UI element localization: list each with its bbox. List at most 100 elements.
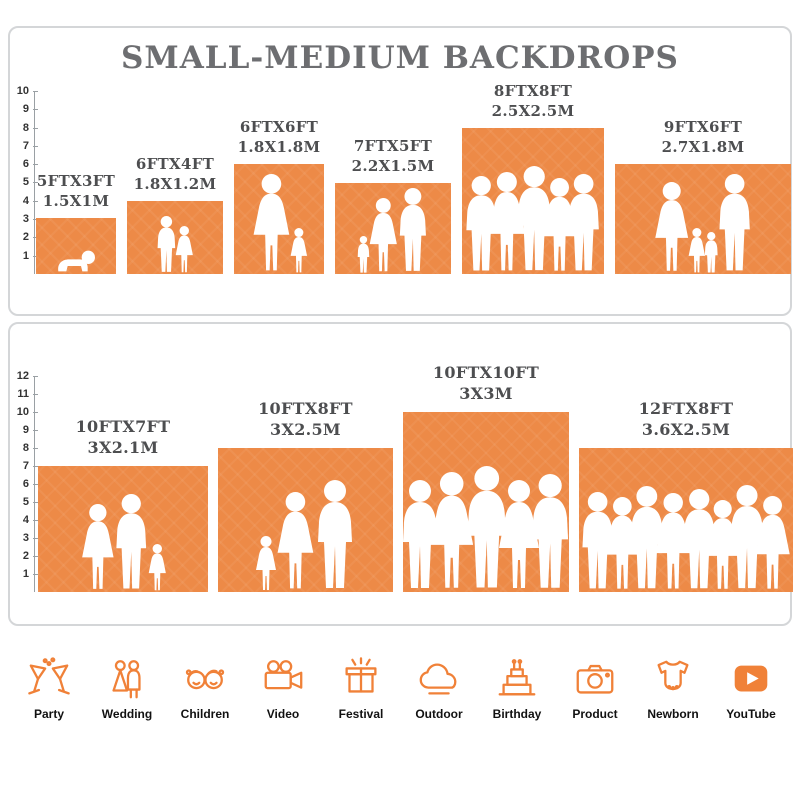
wedding-couple-icon (90, 656, 164, 702)
person-silhouette (112, 494, 151, 592)
person-silhouette (752, 496, 793, 592)
size-m: 1.8X1.8M (237, 137, 321, 156)
backdrop-9x6: 9FTX6FT 2.7X1.8M (615, 118, 791, 274)
category-label: Video (266, 707, 300, 721)
feet-ruler-top: 10 9 8 7 6 5 4 3 2 1 (14, 85, 38, 274)
gift-icon (324, 656, 398, 702)
backdrop-rect (234, 164, 324, 274)
category-row: Party Wedding Children (12, 656, 788, 721)
ruler-tick: 5 (14, 496, 38, 514)
cloud-icon (402, 656, 476, 702)
ruler-tick: 3 (14, 213, 38, 231)
children-faces-icon (168, 656, 242, 702)
backdrop-size-label: 9FTX6FT 2.7X1.8M (662, 118, 745, 157)
backdrop-5x3: 5FTX3FT 1.5X1M (36, 172, 116, 274)
category-children: Children (168, 656, 242, 721)
size-ft: 9FTX6FT (663, 118, 743, 136)
backdrop-10x10: 10FTX10FT 3X3M (403, 363, 569, 592)
category-label: Children (180, 707, 230, 721)
cake-icon (480, 656, 554, 702)
backdrop-size-label: 6FTX6FT 1.8X1.8M (238, 118, 321, 157)
size-m: 3.6X2.5M (641, 420, 731, 440)
video-camera-icon (246, 656, 320, 702)
backdrop-10x7: 10FTX7FT 3X2.1M (38, 417, 208, 592)
person-silhouette (715, 174, 754, 274)
ruler-tick: 8 (14, 442, 38, 460)
backdrop-size-label: 8FTX8FT 2.5X2.5M (492, 82, 575, 121)
child-silhouette (289, 228, 309, 274)
ruler-tick: 6 (14, 158, 38, 176)
ruler-tick: 7 (14, 460, 38, 478)
size-ft: 10FTX10FT (432, 363, 540, 383)
ruler-tick: 7 (14, 140, 38, 158)
backdrop-size-label: 10FTX7FT 3X2.1M (76, 417, 171, 459)
backdrop-rect (335, 183, 451, 274)
category-video: Video (246, 656, 320, 721)
person-silhouette (527, 474, 569, 592)
category-label: Party (33, 707, 65, 721)
size-m: 2.7X1.8M (661, 137, 745, 156)
ruler-tick: 4 (14, 195, 38, 213)
size-ft: 12FTX8FT (638, 399, 734, 419)
ruler-tick: 2 (14, 550, 38, 568)
category-label: Wedding (101, 707, 153, 721)
size-ft: 6FTX4FT (135, 155, 215, 173)
child-silhouette (147, 544, 168, 592)
party-icon (12, 656, 86, 702)
ruler-tick: 4 (14, 514, 38, 532)
backdrop-rect (615, 164, 791, 274)
backdrop-10x8: 10FTX8FT 3X2.5M (218, 399, 393, 592)
size-ft: 7FTX5FT (353, 137, 433, 155)
backdrop-8x8: 8FTX8FT 2.5X2.5M (462, 82, 604, 274)
backdrop-size-label: 12FTX8FT 3.6X2.5M (639, 399, 734, 441)
ruler-tick: 12 (14, 370, 38, 388)
backdrop-rect (462, 128, 604, 274)
size-m: 3X3M (459, 384, 513, 404)
ruler-tick: 9 (14, 103, 38, 121)
size-ft: 10FTX8FT (258, 399, 353, 419)
size-m: 3X2.5M (270, 420, 341, 440)
category-label: Birthday (492, 707, 542, 721)
size-m: 2.2X1.5M (351, 156, 435, 175)
youtube-play-icon (714, 656, 788, 702)
backdrop-size-label: 6FTX4FT 1.8X1.2M (134, 155, 217, 194)
backdrop-rect (38, 466, 208, 592)
category-youtube: YouTube (714, 656, 788, 721)
large-panel: 12 11 10 9 8 7 6 5 4 3 2 1 10FTX7FT 3X2.… (8, 322, 793, 626)
category-newborn: Newborn (636, 656, 710, 721)
ruler-tick: 3 (14, 532, 38, 550)
page-title: SMALL-MEDIUM BACKDROPS (121, 40, 679, 76)
size-m: 1.5X1M (42, 191, 110, 210)
baby-onesie-icon (636, 656, 710, 702)
backdrop-bars-top: 5FTX3FT 1.5X1M 6FTX4FT 1.8X1.2M 6FTX6FT … (36, 82, 791, 274)
crawling-baby-silhouette (53, 250, 98, 274)
backdrop-7x5: 7FTX5FT 2.2X1.5M (335, 137, 451, 274)
person-silhouette (174, 226, 195, 274)
category-outdoor: Outdoor (402, 656, 476, 721)
size-ft: 10FTX7FT (75, 417, 171, 437)
category-label: Newborn (647, 707, 699, 721)
backdrop-rect (218, 448, 393, 592)
backdrop-6x4: 6FTX4FT 1.8X1.2M (127, 155, 223, 274)
ruler-tick: 5 (14, 176, 38, 194)
backdrop-rect (403, 412, 569, 592)
backdrop-rect (127, 201, 223, 274)
category-festival: Festival (324, 656, 398, 721)
camera-icon (558, 656, 632, 702)
backdrop-rect (36, 218, 116, 274)
person-silhouette (396, 188, 430, 274)
category-product: Product (558, 656, 632, 721)
person-silhouette (313, 480, 357, 592)
backdrop-rect (579, 448, 793, 592)
backdrop-size-label: 10FTX10FT 3X3M (433, 363, 539, 405)
person-silhouette (564, 174, 603, 274)
ruler-tick: 9 (14, 424, 38, 442)
backdrop-size-label: 7FTX5FT 2.2X1.5M (352, 137, 435, 176)
ruler-tick: 6 (14, 478, 38, 496)
backdrop-bars-bottom: 10FTX7FT 3X2.1M 10FTX8FT 3X2.5M 10FT (38, 363, 793, 592)
ruler-tick: 10 (14, 85, 38, 103)
ruler-tick: 1 (14, 250, 38, 268)
category-label: Festival (338, 707, 384, 721)
backdrop-size-label: 10FTX8FT 3X2.5M (258, 399, 353, 441)
backdrop-6x6: 6FTX6FT 1.8X1.8M (234, 118, 324, 274)
